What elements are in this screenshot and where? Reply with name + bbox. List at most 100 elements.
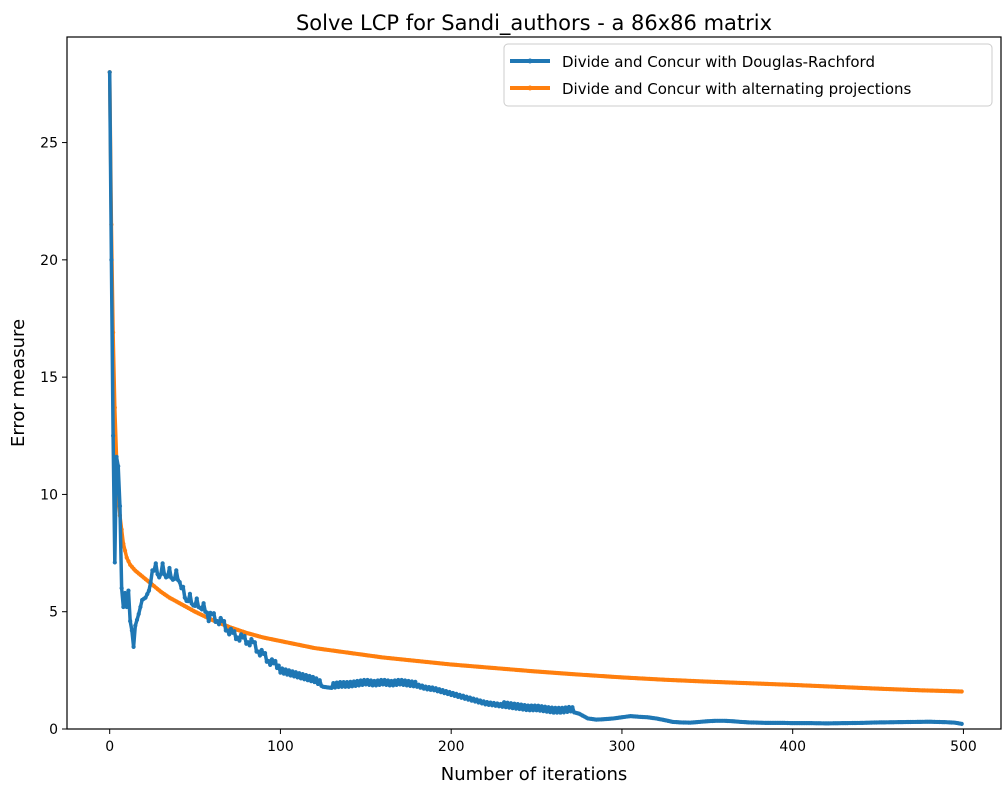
data-point (281, 671, 286, 676)
data-point (317, 678, 322, 683)
data-point (356, 683, 362, 688)
legend-marker-series-2 (527, 85, 533, 91)
y-axis-label: Error measure (8, 319, 29, 447)
data-point (543, 704, 548, 709)
data-point (385, 678, 391, 683)
data-point (536, 703, 541, 708)
data-point (259, 647, 264, 653)
y-tick-label: 10 (40, 487, 58, 503)
data-point (503, 705, 508, 710)
data-point (249, 636, 254, 642)
data-point (544, 709, 549, 714)
data-point (285, 672, 290, 677)
data-point (413, 679, 418, 685)
data-point (365, 677, 370, 683)
data-point (129, 628, 134, 633)
data-point (235, 635, 240, 640)
data-point (520, 707, 526, 712)
data-point (310, 674, 315, 680)
data-point (411, 684, 416, 689)
data-point (162, 572, 167, 577)
series-layer (107, 70, 964, 726)
data-point (126, 588, 131, 593)
data-point (174, 568, 179, 573)
data-point (124, 555, 129, 560)
data-point (143, 595, 148, 600)
data-point (382, 677, 387, 683)
data-point (399, 677, 404, 683)
data-point (373, 683, 379, 688)
data-point (556, 705, 561, 710)
data-point (563, 705, 568, 710)
data-point (242, 633, 247, 639)
data-point (298, 676, 304, 681)
data-point (290, 669, 295, 674)
data-point (286, 668, 292, 673)
legend-label-series-2: Divide and Concur with alternating proje… (562, 80, 912, 98)
data-point (519, 702, 524, 707)
data-point (314, 676, 319, 681)
x-tick-label: 400 (779, 739, 806, 755)
data-point (309, 679, 314, 684)
data-point (341, 680, 346, 685)
data-point (153, 561, 158, 566)
data-point (187, 591, 193, 596)
data-point (377, 682, 382, 688)
data-point (565, 709, 570, 714)
data-point (512, 701, 517, 706)
data-point (546, 705, 551, 710)
data-point (959, 721, 964, 726)
data-point (554, 710, 560, 715)
legend-box (503, 43, 993, 107)
x-axis-label: Number of iterations (441, 764, 628, 785)
data-point (305, 678, 310, 683)
data-point (262, 651, 268, 656)
series-2 (107, 70, 964, 694)
y-tick-label: 15 (40, 370, 58, 386)
data-point (568, 709, 573, 714)
data-point (353, 683, 358, 688)
data-point (199, 607, 204, 612)
data-point (404, 683, 409, 688)
data-point (126, 559, 131, 564)
data-point (218, 615, 223, 621)
data-point (280, 666, 285, 671)
data-point (273, 658, 278, 664)
data-point (124, 604, 129, 610)
data-point (524, 707, 529, 713)
y-tick-label: 0 (49, 722, 58, 738)
data-point (367, 682, 372, 688)
data-point (513, 706, 519, 711)
data-point (344, 680, 350, 685)
data-point (346, 684, 351, 689)
data-point (111, 433, 116, 438)
data-point (392, 678, 397, 683)
data-point (293, 670, 298, 675)
data-point (172, 576, 177, 581)
data-point (561, 710, 566, 715)
data-point (232, 629, 237, 634)
data-point (312, 679, 317, 685)
data-point (133, 623, 138, 628)
data-point (394, 682, 399, 688)
data-point (541, 709, 546, 714)
data-point (409, 679, 415, 684)
data-point (215, 618, 220, 624)
data-point (114, 454, 119, 459)
data-point (551, 710, 556, 715)
data-point (959, 689, 964, 694)
data-point (358, 678, 363, 683)
data-point (532, 703, 537, 708)
data-point (283, 667, 288, 672)
data-point (192, 603, 198, 608)
data-point (307, 673, 312, 679)
x-tick-label: 100 (267, 739, 294, 755)
y-tick-label: 25 (40, 136, 58, 152)
data-point (329, 685, 334, 691)
data-point (256, 649, 261, 654)
data-point (360, 682, 365, 688)
data-point (158, 572, 164, 577)
chart-title: Solve LCP for Sandi_authors - a 86x86 ma… (296, 11, 772, 36)
data-point (539, 704, 544, 709)
data-point (315, 681, 321, 687)
